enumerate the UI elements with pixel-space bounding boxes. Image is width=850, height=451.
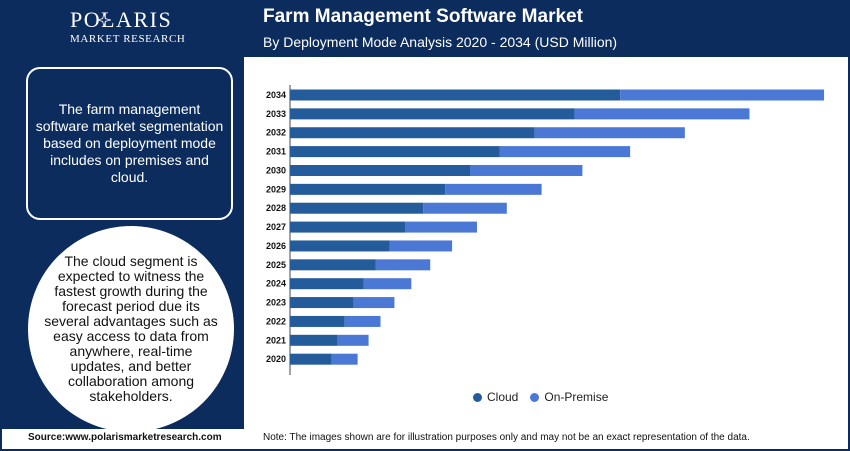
bar-cloud-2024[interactable] bbox=[290, 278, 364, 290]
y-tick-label: 2033 bbox=[266, 109, 286, 119]
legend-item-cloud[interactable]: Cloud bbox=[473, 390, 518, 404]
bar-on-premise-2029[interactable] bbox=[445, 183, 542, 195]
brand-name: POLARIS bbox=[70, 7, 173, 32]
y-tick-label: 2020 bbox=[266, 354, 286, 364]
bar-cloud-2025[interactable] bbox=[290, 259, 376, 271]
y-tick-label: 2025 bbox=[266, 260, 286, 270]
bar-on-premise-2027[interactable] bbox=[405, 221, 477, 233]
chart-subtitle: By Deployment Mode Analysis 2020 - 2034 … bbox=[263, 34, 618, 50]
legend-swatch-on-premise bbox=[530, 392, 540, 402]
bar-cloud-2021[interactable] bbox=[290, 334, 338, 346]
bar-cloud-2034[interactable] bbox=[290, 89, 621, 101]
bar-on-premise-2032[interactable] bbox=[534, 127, 685, 139]
bar-cloud-2026[interactable] bbox=[290, 240, 390, 252]
brand-logo[interactable]: POLARIS MARKET RESEARCH bbox=[70, 8, 200, 46]
bar-on-premise-2026[interactable] bbox=[389, 240, 453, 252]
bar-on-premise-2021[interactable] bbox=[337, 334, 369, 346]
y-tick-label: 2028 bbox=[266, 203, 286, 213]
highlight-text: The cloud segment is expected to witness… bbox=[44, 253, 218, 404]
bar-cloud-2029[interactable] bbox=[290, 183, 446, 195]
y-tick-label: 2030 bbox=[266, 165, 286, 175]
legend-item-on-premise[interactable]: On-Premise bbox=[530, 390, 608, 404]
bar-on-premise-2023[interactable] bbox=[353, 297, 395, 309]
disclaimer-note: Note: The images shown are for illustrat… bbox=[263, 432, 750, 443]
bar-cloud-2027[interactable] bbox=[290, 221, 406, 233]
stacked-bar-chart: 2034 2033 2032 2031 2030 2029 2028 2027 2026 2025… bbox=[266, 85, 825, 375]
bar-cloud-2022[interactable] bbox=[290, 315, 345, 327]
chart-legend: Cloud On-Premise bbox=[473, 390, 620, 404]
bar-on-premise-2031[interactable] bbox=[499, 146, 631, 158]
bar-on-premise-2030[interactable] bbox=[470, 164, 583, 176]
highlight-circle: The cloud segment is expected to witness… bbox=[28, 226, 234, 432]
y-tick-label: 2026 bbox=[266, 241, 286, 251]
legend-label-on-premise: On-Premise bbox=[544, 390, 609, 404]
y-tick-label: 2024 bbox=[266, 279, 286, 289]
y-tick-label: 2022 bbox=[266, 316, 286, 326]
bar-cloud-2032[interactable] bbox=[290, 127, 535, 139]
y-tick-label: 2029 bbox=[266, 184, 286, 194]
bars-group: 2034 2033 2032 2031 2030 2029 2028 2027 2026 2025… bbox=[266, 89, 825, 365]
y-tick-label: 2034 bbox=[266, 90, 286, 100]
bar-on-premise-2033[interactable] bbox=[574, 108, 750, 120]
compass-star-icon bbox=[97, 13, 111, 27]
bar-on-premise-2020[interactable] bbox=[331, 353, 358, 365]
segmentation-info-box: The farm management software market segm… bbox=[26, 67, 233, 220]
brand-subtitle: MARKET RESEARCH bbox=[70, 33, 186, 45]
bar-cloud-2030[interactable] bbox=[290, 164, 471, 176]
bar-cloud-2023[interactable] bbox=[290, 297, 354, 309]
bar-cloud-2033[interactable] bbox=[290, 108, 575, 120]
y-tick-label: 2027 bbox=[266, 222, 286, 232]
bar-on-premise-2034[interactable] bbox=[620, 89, 825, 101]
bar-on-premise-2025[interactable] bbox=[375, 259, 431, 271]
bar-cloud-2028[interactable] bbox=[290, 202, 424, 214]
legend-label-cloud: Cloud bbox=[487, 390, 519, 404]
y-tick-label: 2031 bbox=[266, 147, 286, 157]
chart-title: Farm Management Software Market bbox=[263, 6, 583, 27]
source-text[interactable]: Source:www.polarismarketresearch.com bbox=[28, 432, 222, 443]
bar-on-premise-2024[interactable] bbox=[363, 278, 412, 290]
bar-on-premise-2022[interactable] bbox=[344, 315, 381, 327]
bar-cloud-2031[interactable] bbox=[290, 146, 500, 158]
y-tick-label: 2032 bbox=[266, 128, 286, 138]
legend-swatch-cloud bbox=[473, 392, 482, 402]
y-tick-label: 2021 bbox=[266, 335, 286, 345]
header-band bbox=[244, 2, 848, 57]
bar-on-premise-2028[interactable] bbox=[423, 202, 507, 214]
segmentation-info-text: The farm management software market segm… bbox=[35, 101, 224, 185]
y-tick-label: 2023 bbox=[266, 298, 286, 308]
bar-cloud-2020[interactable] bbox=[290, 353, 332, 365]
